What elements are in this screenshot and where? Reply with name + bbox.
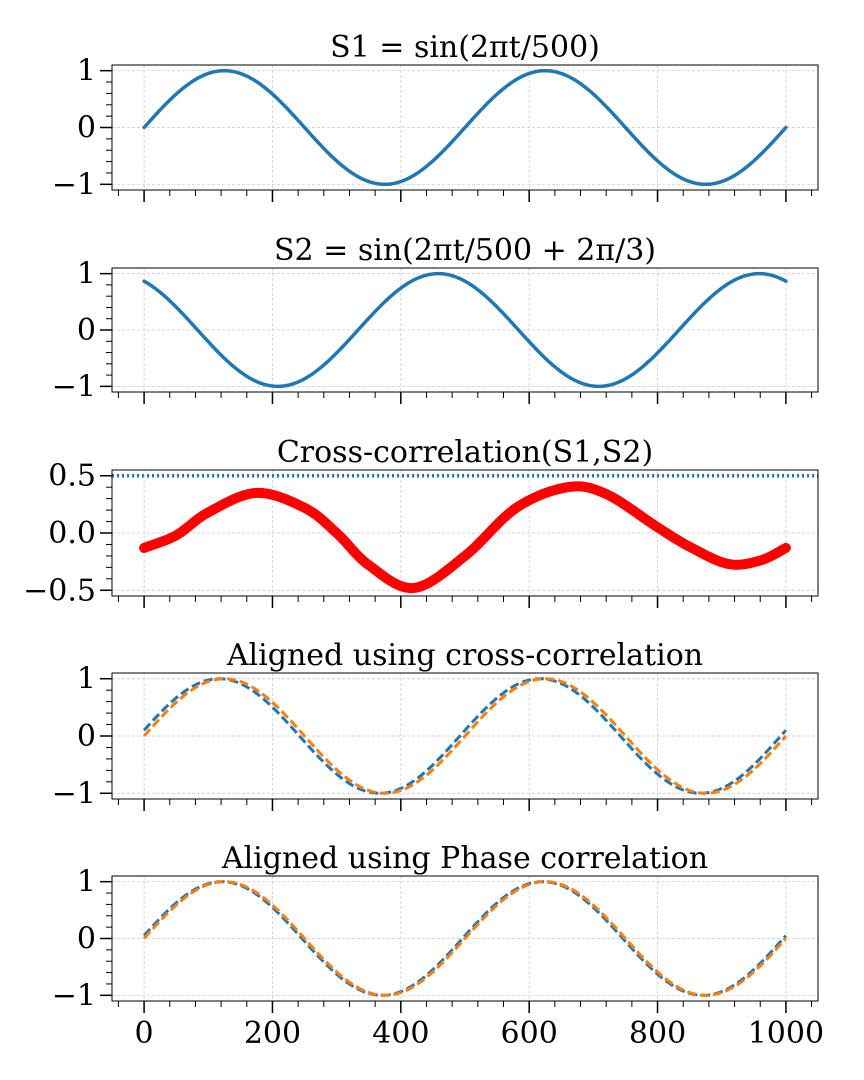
x-tick-label: 400 xyxy=(372,1016,429,1051)
y-tick-label: 0 xyxy=(77,719,96,754)
y-tick-label: 0 xyxy=(77,111,96,146)
chart-title: Aligned using cross-correlation xyxy=(226,638,703,673)
y-tick-label: 0 xyxy=(77,313,96,348)
y-tick-label: −1 xyxy=(52,167,96,202)
y-tick-label: −1 xyxy=(52,369,96,404)
chart-panel-2: −1 0 1 S2 = sin(2πt/500 + 2π/3) xyxy=(52,233,819,404)
chart-panel-5: −1 0 1 0 200 400 600 800 1000 Aligned using Phase… xyxy=(52,841,824,1051)
series-line-1 xyxy=(139,481,791,594)
chart-title: Cross-correlation(S1,S2) xyxy=(277,435,653,470)
y-tick-label: 1 xyxy=(77,257,96,292)
y-tick-label: 1 xyxy=(77,662,96,697)
chart-title: Aligned using Phase correlation xyxy=(221,841,708,876)
x-tick-label: 600 xyxy=(501,1016,558,1051)
series-line-1 xyxy=(142,68,788,187)
y-tick-label: −1 xyxy=(52,776,96,811)
x-tick-label: 0 xyxy=(135,1016,154,1051)
chart-panel-4: −1 0 1 Aligned using cross-correlation xyxy=(52,638,819,811)
chart-title: S2 = sin(2πt/500 + 2π/3) xyxy=(274,233,656,268)
series-line-2 xyxy=(142,880,788,997)
x-tick-label: 1000 xyxy=(748,1016,824,1051)
y-tick-label: 0 xyxy=(77,922,96,957)
x-tick-label: 200 xyxy=(244,1016,301,1051)
y-tick-label: −0.5 xyxy=(23,573,96,608)
chart-panel-1: −1 0 1 S1 = sin(2πt/500) xyxy=(52,30,819,202)
y-tick-label: 1 xyxy=(77,865,96,900)
y-tick-label: −1 xyxy=(52,978,96,1013)
series-line-1 xyxy=(142,271,788,389)
series-line-2 xyxy=(142,677,788,795)
y-tick-label: 1 xyxy=(77,54,96,89)
y-tick-label: 0.0 xyxy=(48,516,96,551)
y-tick-label: 0.5 xyxy=(48,459,96,494)
chart-panel-3: −0.5 0.0 0.5 Cross-correlation(S1,S2) xyxy=(23,435,819,608)
x-tick-label: 800 xyxy=(629,1016,686,1051)
series-line-1 xyxy=(142,677,788,795)
chart-title: S1 = sin(2πt/500) xyxy=(330,30,600,65)
